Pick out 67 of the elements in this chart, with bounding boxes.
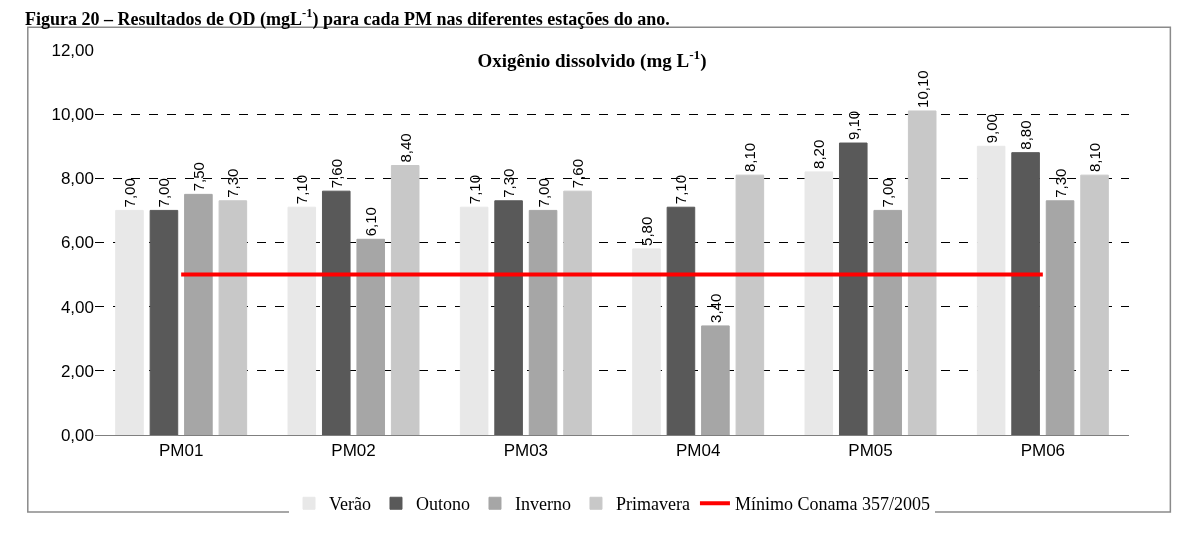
data-label: 8,40: [396, 133, 414, 163]
data-label: 10,10: [913, 70, 931, 108]
bar: [666, 206, 696, 435]
bar: [1011, 152, 1040, 435]
data-label: 7,10: [672, 175, 690, 205]
legend-label: Mínimo Conama 357/2005: [734, 494, 930, 515]
bar: [390, 165, 420, 435]
legend-label: Inverno: [514, 494, 571, 515]
bar: [287, 206, 317, 435]
data-label: 9,00: [982, 114, 1000, 144]
data-label: 7,00: [155, 178, 173, 208]
data-label: 8,20: [810, 139, 828, 169]
bar: [1080, 174, 1109, 435]
data-label: 7,50: [189, 162, 207, 192]
bar: [459, 206, 489, 435]
data-label: 7,60: [327, 158, 345, 189]
y-tick-label: 10,00: [51, 105, 94, 125]
legend-label: Outono: [415, 494, 470, 515]
bar: [184, 193, 213, 435]
data-label: 7,60: [569, 158, 587, 189]
y-tick-label: 0,00: [60, 425, 94, 445]
data-label: 5,80: [637, 216, 655, 246]
data-label: 9,10: [844, 110, 862, 141]
bar: [701, 325, 730, 435]
y-tick-label: 8,00: [60, 169, 94, 189]
data-label: 7,00: [879, 178, 897, 208]
bar: [218, 200, 248, 435]
bar: [735, 174, 765, 435]
data-label: 8,80: [1017, 120, 1035, 150]
bar: [528, 209, 558, 435]
data-label: 8,10: [741, 142, 759, 173]
x-tick-label: PM05: [848, 441, 893, 461]
y-tick-label: 2,00: [60, 361, 94, 381]
bar: [838, 142, 868, 435]
x-tick-label: PM01: [158, 441, 204, 461]
bar: [632, 248, 661, 435]
bar: [321, 190, 351, 435]
y-tick-label: 4,00: [60, 297, 94, 317]
x-tick-label: PM02: [331, 441, 376, 461]
x-tick-label: PM03: [503, 441, 549, 461]
chart-title: Oxigênio dissolvido (mg L$^{-1}$): [477, 47, 707, 73]
legend-label: Verão: [329, 494, 371, 515]
bar: [873, 209, 903, 435]
bar: [804, 171, 834, 435]
bar: [976, 145, 1006, 435]
bar: [356, 238, 386, 435]
x-tick-label: PM04: [675, 441, 721, 461]
data-label: 8,10: [1086, 142, 1104, 173]
data-label: 7,10: [465, 175, 483, 205]
bar: [563, 190, 592, 435]
legend-label: Primavera: [615, 494, 690, 515]
bar: [1045, 200, 1075, 435]
data-label: 6,10: [362, 207, 380, 237]
y-tick-label: 6,00: [60, 233, 94, 253]
y-tick-label: 12,00: [51, 40, 94, 60]
bar: [115, 209, 144, 435]
data-label: 7,10: [293, 175, 311, 205]
data-label: 7,30: [1051, 168, 1069, 198]
data-label: 3,40: [706, 293, 724, 323]
data-label: 7,00: [120, 178, 138, 208]
data-label: 7,30: [224, 168, 242, 198]
bar: [494, 200, 523, 435]
x-tick-label: PM06: [1020, 441, 1066, 461]
bar: [149, 209, 179, 435]
bar: [907, 110, 937, 435]
data-label: 7,00: [534, 178, 552, 208]
text: Figura 20 – Resultados de OD (mgL$^{-1}$) para cada PM nas diferentes estações do ano.: [25, 6, 670, 30]
